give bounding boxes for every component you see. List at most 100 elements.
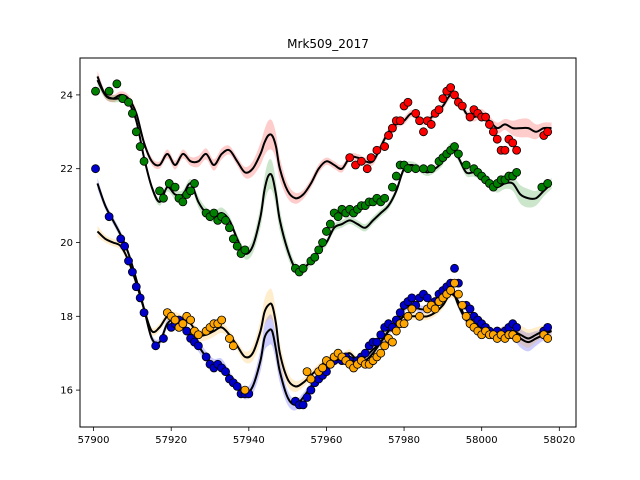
data-point (388, 123, 397, 133)
data-point (356, 156, 366, 166)
data-point (362, 164, 372, 174)
data-point (193, 341, 203, 351)
data-point (457, 300, 467, 310)
x-tick-label: 57940 (233, 435, 265, 446)
data-point (217, 315, 227, 325)
data-points (91, 79, 553, 410)
data-point (345, 153, 355, 163)
data-point (135, 142, 145, 151)
data-point (228, 234, 238, 244)
data-point (453, 149, 463, 159)
data-point (104, 212, 114, 222)
data-point (318, 363, 327, 373)
x-tick-label: 58020 (543, 435, 575, 446)
data-point (193, 330, 203, 340)
data-point (120, 241, 130, 251)
data-point (457, 101, 467, 111)
data-point (124, 256, 133, 266)
data-point (104, 86, 114, 96)
data-point (376, 330, 386, 340)
data-point (91, 164, 100, 174)
data-point (376, 348, 386, 358)
data-point (450, 90, 459, 100)
data-point (306, 385, 316, 395)
data-point (465, 112, 475, 122)
data-point (116, 234, 126, 244)
data-point (411, 108, 421, 118)
data-point (314, 245, 324, 255)
data-point (415, 311, 424, 321)
data-point (325, 359, 335, 369)
data-point (419, 164, 428, 174)
data-point (512, 334, 522, 343)
data-point (407, 304, 417, 314)
data-point (543, 334, 553, 343)
data-point (488, 127, 498, 137)
data-point (430, 304, 440, 314)
data-point (333, 212, 343, 222)
data-point (446, 83, 456, 92)
data-point (508, 138, 518, 148)
data-point (391, 326, 401, 336)
data-point (512, 167, 522, 177)
data-point (298, 263, 308, 273)
data-point (310, 252, 320, 262)
data-point (388, 337, 397, 347)
data-point (182, 326, 192, 336)
data-point (225, 223, 234, 233)
data-point (302, 367, 312, 377)
y-tick-label: 20 (60, 238, 73, 249)
data-point (512, 145, 522, 155)
data-point (450, 278, 459, 288)
data-point (240, 245, 250, 255)
data-point (127, 108, 137, 118)
data-point (325, 219, 335, 229)
data-point (131, 282, 141, 292)
data-point (178, 197, 188, 207)
data-point (492, 134, 502, 144)
data-point (228, 341, 238, 351)
data-point (422, 293, 432, 303)
data-point (209, 208, 219, 218)
data-point (461, 160, 471, 170)
data-point (446, 286, 456, 295)
data-point (512, 322, 522, 332)
data-point (221, 367, 230, 377)
y-tick-label: 16 (60, 386, 73, 397)
data-point (91, 86, 100, 96)
data-point (112, 79, 122, 89)
data-point (186, 315, 196, 325)
data-point (155, 186, 164, 196)
data-point (159, 193, 168, 203)
y-axis: 16 18 20 22 24 (60, 90, 80, 397)
data-point (403, 311, 413, 321)
data-point (372, 337, 382, 347)
y-tick-label: 18 (60, 312, 73, 323)
y-tick-label: 24 (60, 90, 73, 101)
data-point (380, 193, 390, 203)
x-tick-label: 57960 (311, 435, 343, 446)
x-tick-label: 57920 (155, 435, 187, 446)
data-point (240, 385, 250, 395)
data-point (302, 393, 312, 402)
data-point (415, 116, 424, 126)
data-point (450, 142, 459, 151)
data-point (306, 374, 316, 384)
data-point (384, 131, 393, 140)
data-point (391, 171, 401, 181)
data-point (543, 127, 553, 137)
data-point (225, 334, 234, 343)
data-point (403, 164, 413, 174)
data-point (461, 311, 471, 321)
data-point (232, 382, 242, 391)
data-point (426, 164, 436, 174)
x-tick-label: 57900 (78, 435, 110, 446)
x-axis: 57900 57920 57940 57960 57980 58000 58020 (78, 427, 575, 446)
x-tick-label: 58000 (466, 435, 498, 446)
data-point (318, 238, 327, 247)
data-point (399, 319, 409, 329)
data-point (419, 127, 428, 137)
data-point (465, 304, 475, 314)
data-point (170, 315, 180, 325)
